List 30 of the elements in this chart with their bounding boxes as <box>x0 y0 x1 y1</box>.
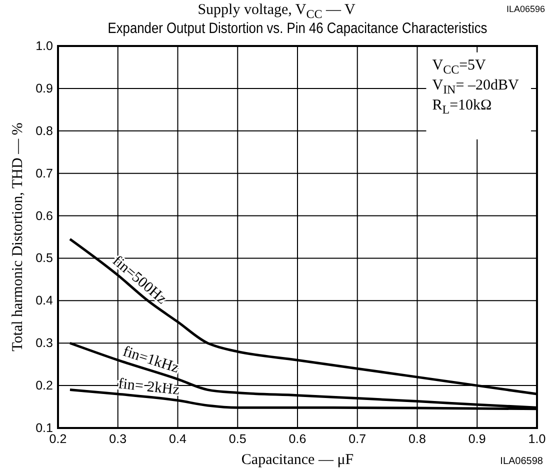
y-tick-label: 0.2 <box>36 378 54 393</box>
annotation: V$_{CC}$=5V <box>432 57 486 76</box>
text: Supply voltage, V$_{CC}$ — V <box>198 2 356 21</box>
y-axis-title: Total harmonic Distortion, THD — % <box>10 122 26 352</box>
x-tick-label: 0.6 <box>288 432 306 446</box>
y-tick-label: 0.3 <box>36 336 54 350</box>
y-tick-label: 0.5 <box>36 251 54 266</box>
x-tick-label: 0.4 <box>169 432 186 446</box>
y-tick-label: 0.7 <box>36 166 54 180</box>
x-tick-label: 0.3 <box>109 432 127 446</box>
chart-title: Expander Output Distortion vs. Pin 46 Capacitance Characteristics <box>108 19 488 36</box>
x-axis-title: Capacitance — μF <box>241 452 354 468</box>
y-tick-label: 0.6 <box>36 208 54 223</box>
y-tick-label: 0.1 <box>36 421 54 435</box>
y-tick-label: 0.9 <box>36 81 54 96</box>
y-tick-label: 0.8 <box>36 124 54 138</box>
text: fin= 2kHz <box>118 376 181 399</box>
annotation: R$_{L}$=10kΩ <box>432 97 492 116</box>
conditions-box: V$_{CC}$=5V V$_{IN}$= –20dBV R$_{L}$=10kΩ <box>426 52 531 140</box>
annotation: V$_{IN}$= –20dBV <box>432 77 519 96</box>
x-tick-label: 0.2 <box>49 432 67 446</box>
x-tick-label: 0.5 <box>228 432 246 446</box>
x-tick-label: 0.8 <box>408 432 426 446</box>
x-tick-label: 0.9 <box>468 432 486 446</box>
x-tick-label: 0.7 <box>348 432 366 446</box>
text: ILA06596 <box>506 4 545 14</box>
x-tick-label: 1.0 <box>528 432 546 446</box>
y-tick-label: 0.4 <box>36 294 54 308</box>
text: ILA06598 <box>500 456 544 467</box>
y-tick-label: 1.0 <box>36 39 54 53</box>
